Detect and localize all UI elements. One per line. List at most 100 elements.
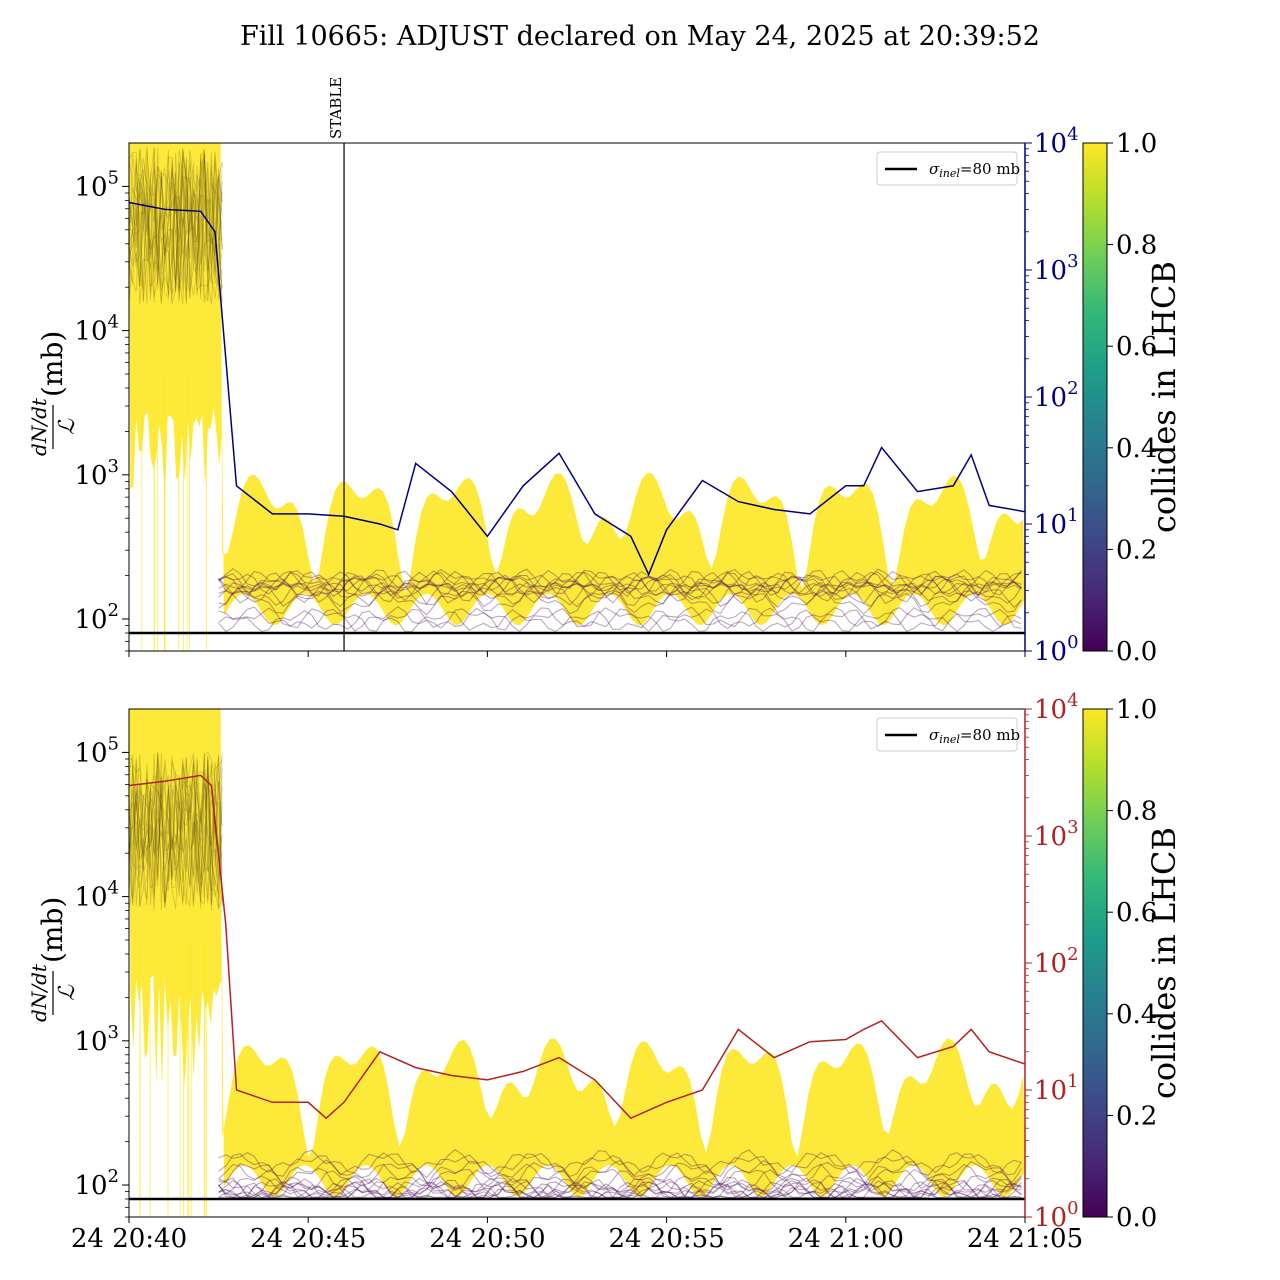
top-colorbar-tick-label: 0.8	[1116, 231, 1157, 261]
bottom-non-colliding-strand	[218, 1177, 1022, 1199]
bottom-xtick-label: 24 21:00	[788, 1224, 904, 1254]
top-pre-strand	[129, 147, 223, 303]
top-left-y-ticks: 102 103 104 105	[74, 167, 129, 652]
bottom-legend-box	[876, 717, 1018, 752]
top-legend-box	[876, 151, 1018, 186]
bottom-colliding-band	[129, 709, 1025, 1198]
bottom-pre-strand	[129, 752, 223, 894]
bottom-non-colliding-strand	[218, 1184, 1022, 1198]
bottom-rtick-label: 104	[1034, 690, 1079, 725]
top-colliding-band	[129, 143, 1025, 626]
top-non-colliding-strand	[218, 607, 1022, 633]
bottom-y-axis-label: dN/dt ℒ (mb)	[27, 897, 80, 1022]
top-pre-strand	[129, 147, 223, 302]
top-rtick-label: 102	[1034, 378, 1079, 413]
top-pre-strand	[129, 146, 223, 305]
bottom-pre-strand	[129, 756, 223, 902]
top-pre-strand	[129, 148, 223, 301]
top-ylabel-unit: (mb)	[36, 331, 69, 397]
bottom-ytick-label: 103	[74, 1022, 119, 1057]
top-pre-strand	[129, 152, 223, 303]
bottom-xtick-label: 24 20:40	[71, 1224, 187, 1254]
bottom-pre-strand	[129, 753, 223, 911]
bottom-non-colliding-strand	[218, 1152, 1022, 1179]
bottom-non-colliding-strand	[218, 1179, 1022, 1199]
bottom-pre-strand	[129, 752, 223, 909]
bottom-colorbar-tick-label: 0.8	[1116, 797, 1157, 827]
bottom-x-ticks: 24 20:40 24 20:45 24 20:50 24 20:55 24 21:00…	[71, 1217, 1083, 1254]
bottom-colorbar-tick-label: 0.4	[1116, 1000, 1157, 1030]
bottom-colorbar-tick-label: 0.2	[1116, 1101, 1157, 1131]
bottom-pre-strand	[129, 775, 223, 906]
bottom-ytick-label: 102	[74, 1166, 119, 1201]
top-pre-strand	[129, 149, 223, 305]
bottom-pre-strand	[129, 752, 223, 871]
top-non-colliding-strand	[218, 589, 1022, 616]
bottom-pre-strand	[129, 758, 223, 911]
figure-title: Fill 10665: ADJUST declared on May 24, 2…	[240, 21, 1040, 52]
top-legend: σinel=80 mb	[876, 151, 1020, 186]
bottom-xtick-label: 24 20:45	[250, 1224, 366, 1254]
top-pre-strand	[129, 151, 223, 305]
bottom-xtick-label: 24 21:05	[967, 1224, 1083, 1254]
top-pre-strand	[129, 161, 223, 299]
bottom-colorbar: 0.0 0.2 0.4 0.6 0.8 1.0 collides in LHCB	[1082, 695, 1183, 1233]
bottom-colorbar-label: collides in LHCB	[1145, 827, 1183, 1099]
top-colorbar-tick-label: 0.0	[1116, 637, 1157, 667]
top-ylabel-group: dN/dt ℒ (mb)	[27, 331, 80, 456]
top-data-bands	[129, 143, 1025, 651]
bottom-rtick-label: 101	[1034, 1071, 1079, 1106]
top-pre-strand	[129, 147, 223, 299]
bottom-non-colliding-strand	[218, 1168, 1022, 1196]
bottom-xtick-label: 24 20:50	[429, 1224, 545, 1254]
bottom-pre-strand	[129, 752, 223, 908]
top-stable-label: STABLE	[327, 77, 345, 139]
bottom-pre-strand	[129, 758, 223, 906]
bottom-pre-strand	[129, 753, 223, 907]
top-non-colliding-strand	[218, 570, 1022, 597]
top-pre-strand	[129, 153, 223, 305]
bottom-ylabel-denominator: ℒ	[55, 984, 80, 1001]
bottom-pre-strand	[129, 753, 223, 888]
top-non-colliding-strand	[218, 569, 1022, 597]
bottom-right-y-ticks: 100 101 102 103 104	[1024, 690, 1079, 1233]
top-y-axis-label: dN/dt ℒ (mb)	[27, 331, 80, 456]
top-panel: STABLE 102 103 104 105 100 101 102 103 104 dN/d…	[27, 77, 1183, 667]
bottom-colorbar-scale	[1082, 708, 1108, 1218]
bottom-non-colliding-strand	[218, 1184, 1022, 1198]
top-pre-strand	[129, 149, 223, 301]
top-legend-label: σinel=80 mb	[929, 160, 1020, 180]
bottom-pre-strand	[129, 755, 223, 906]
bottom-left-y-ticks: 102 103 104 105	[74, 733, 129, 1218]
bottom-legend: σinel=80 mb	[876, 717, 1020, 752]
top-rtick-label: 100	[1034, 632, 1079, 667]
bottom-xtick-label: 24 20:55	[608, 1224, 724, 1254]
top-pre-strand	[129, 150, 223, 305]
top-rtick-label: 104	[1034, 124, 1079, 159]
bottom-non-colliding-strand	[218, 1183, 1022, 1198]
bottom-pre-strand	[129, 751, 223, 907]
bottom-non-colliding-strand	[218, 1163, 1022, 1190]
bottom-pre-strand	[129, 757, 223, 897]
bottom-rtick-label: 102	[1034, 944, 1079, 979]
bottom-non-colliding-strand	[218, 1159, 1022, 1187]
top-non-colliding-strand	[218, 578, 1022, 605]
top-right-y-ticks: 100 101 102 103 104	[1024, 124, 1079, 667]
bottom-colorbar-tick-label: 1.0	[1116, 695, 1157, 725]
bottom-colorbar-tick-label: 0.0	[1116, 1203, 1157, 1233]
top-ytick-label: 102	[74, 600, 119, 635]
bottom-right-axis-series	[129, 774, 1025, 1120]
top-pre-strand	[129, 152, 223, 301]
top-non-colliding-strand	[218, 581, 1022, 608]
top-non-colliding-strand	[218, 568, 1022, 595]
top-non-colliding-strand	[218, 571, 1022, 598]
top-ytick-label: 104	[74, 312, 119, 347]
bottom-rtick-label: 103	[1034, 817, 1079, 852]
top-non-colliding-strand	[218, 606, 1022, 633]
bottom-data-bands	[129, 709, 1025, 1217]
bottom-ylabel-numerator: dN/dt	[27, 963, 51, 1022]
bottom-ylabel-unit: (mb)	[36, 897, 69, 963]
top-pre-strand	[129, 150, 223, 302]
top-pre-strand	[129, 152, 223, 305]
